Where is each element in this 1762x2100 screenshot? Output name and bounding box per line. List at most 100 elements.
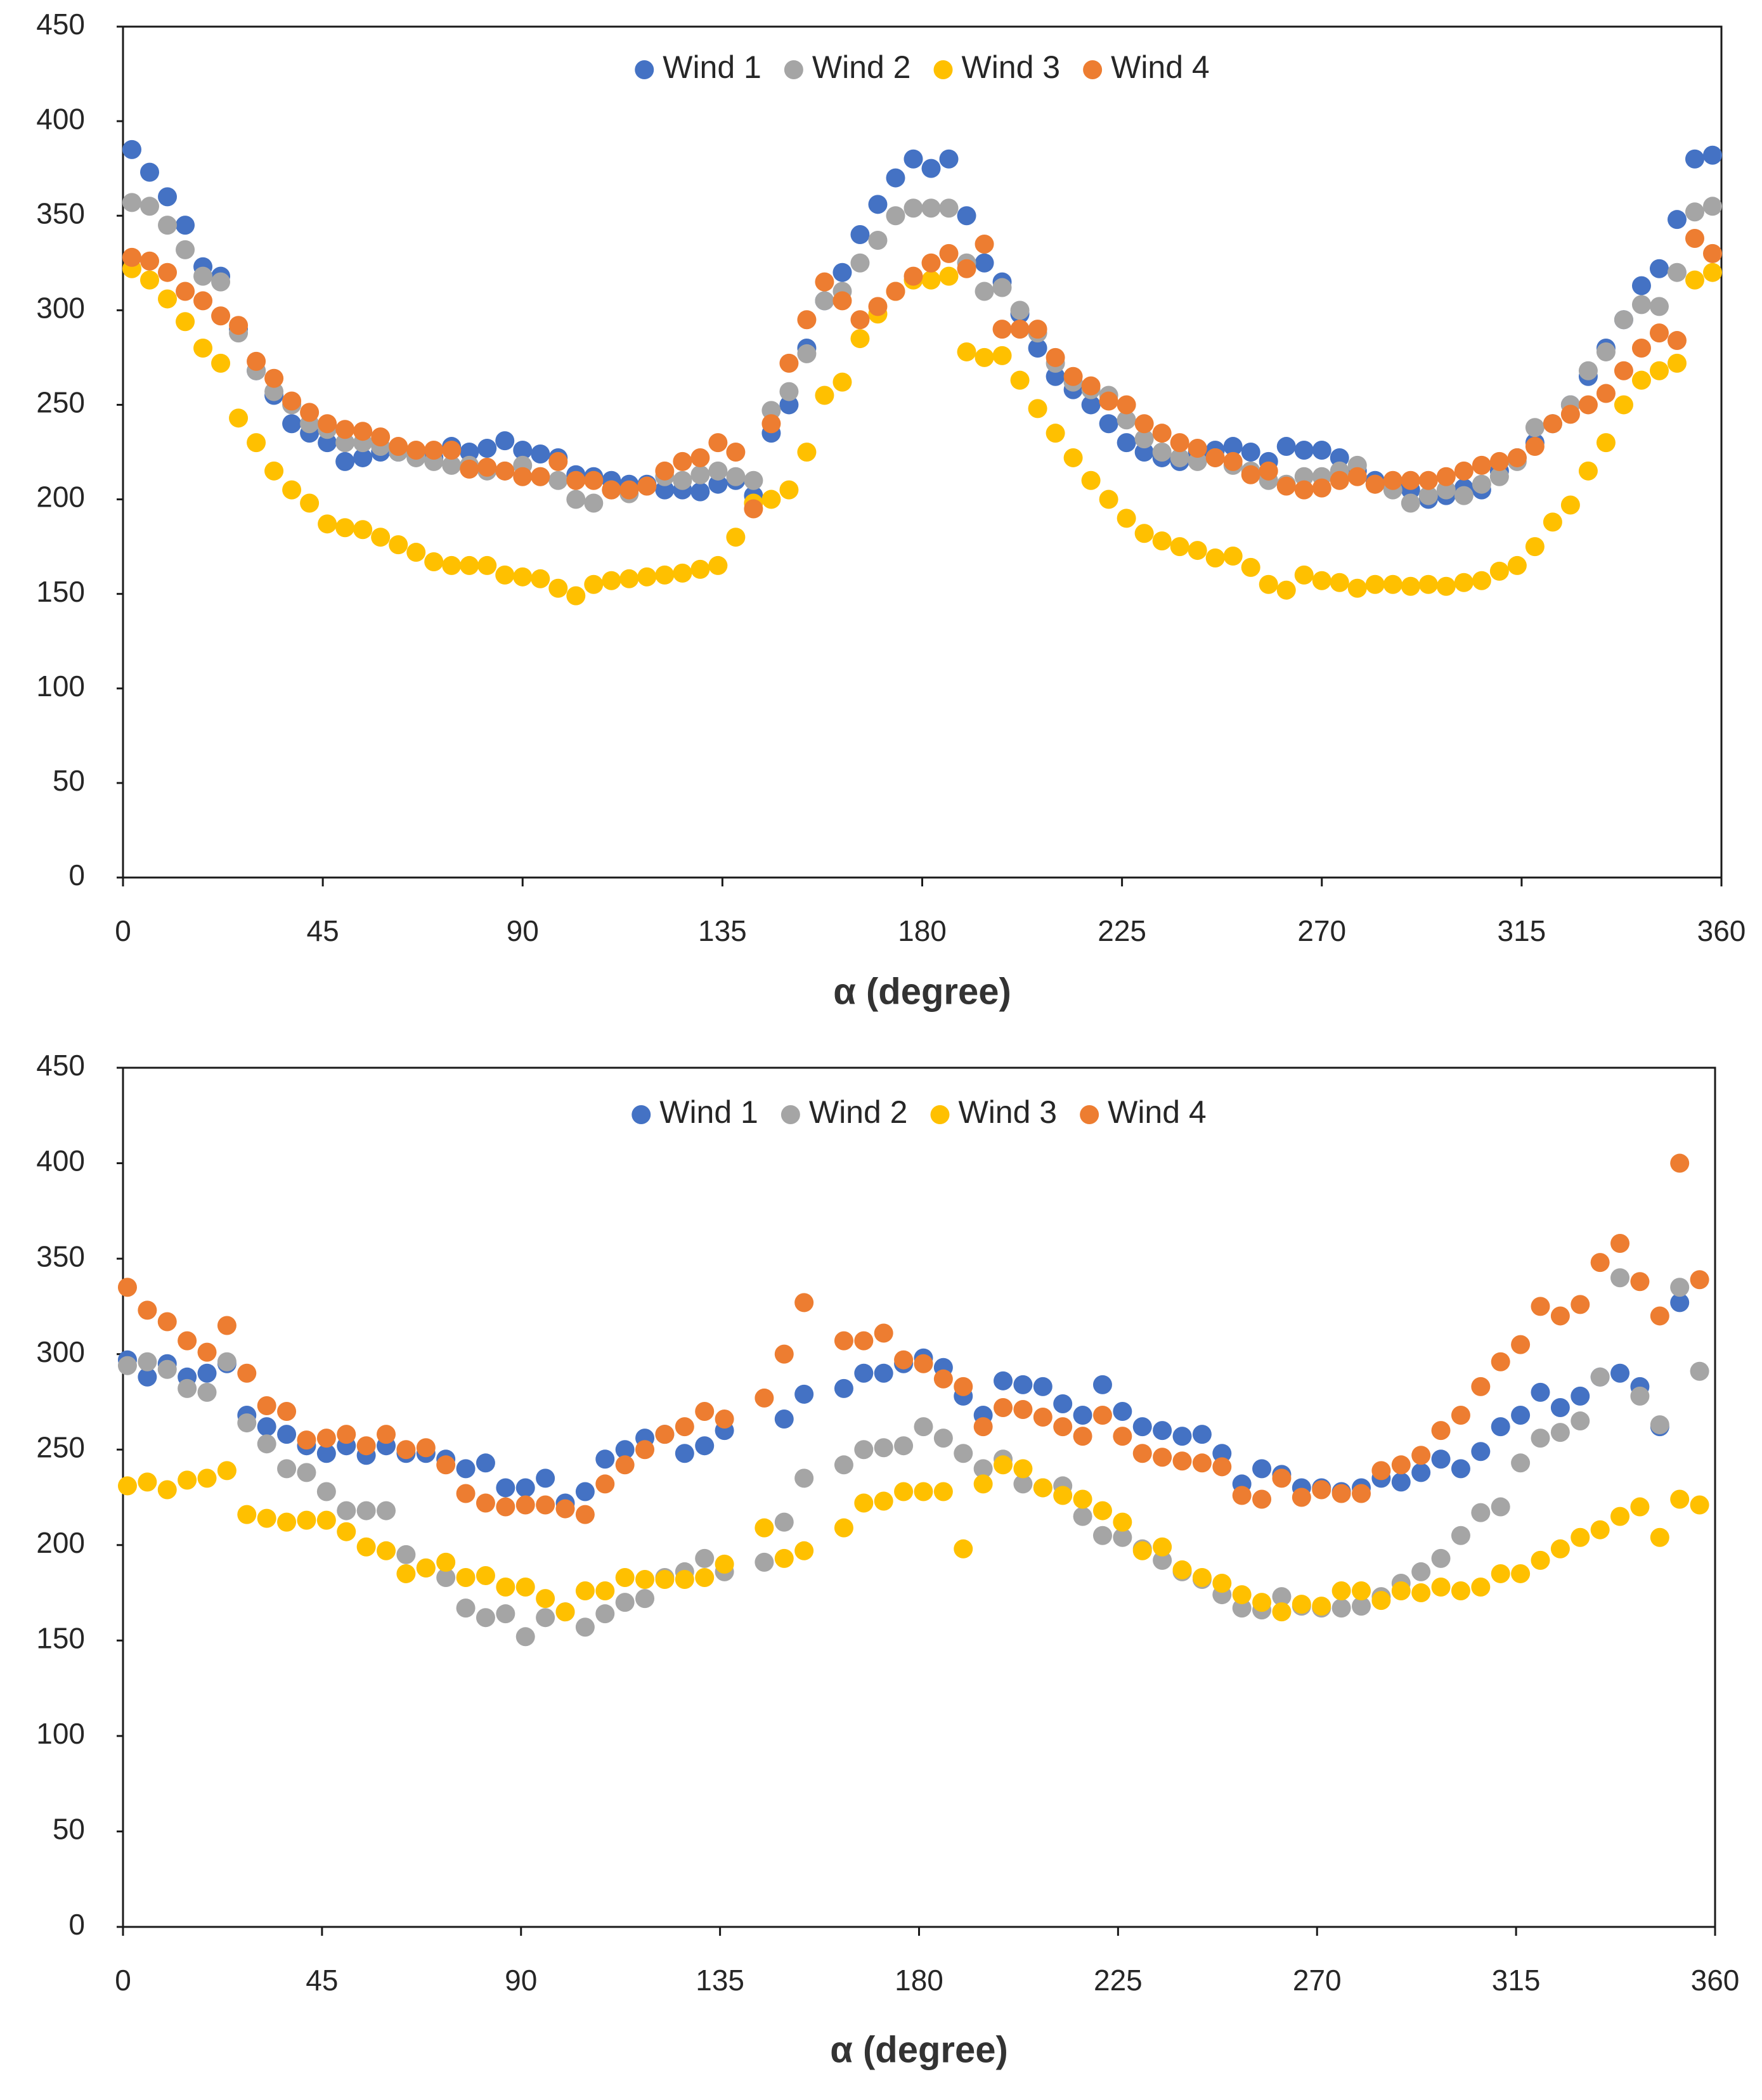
point [297,1510,316,1530]
point [1667,353,1687,373]
point [1431,1421,1451,1441]
point [356,1537,376,1557]
point [1491,1352,1510,1371]
point [886,206,905,226]
x-tick-label: 225 [1094,1964,1143,1997]
point [211,272,231,292]
point [1013,1399,1033,1419]
point [854,1493,874,1513]
point [237,1413,257,1433]
point [1192,1425,1212,1444]
point [1113,1427,1132,1446]
point [297,1430,316,1450]
point [140,162,160,182]
point [1272,1468,1292,1488]
x-tick-label: 180 [898,914,947,947]
series [117,1268,1709,1647]
point [1232,1585,1252,1605]
point [356,1501,376,1520]
point [353,520,373,540]
point [138,1352,157,1371]
point [1560,405,1580,424]
point [1649,361,1669,380]
point [957,259,976,278]
point [1471,1377,1491,1396]
point [158,289,178,309]
legend-label: Wind 2 [809,1094,908,1130]
point [779,395,799,415]
point [832,262,852,282]
point [1614,310,1633,330]
point [1132,1417,1152,1437]
point [1610,1507,1630,1526]
point [316,1482,336,1501]
point [655,461,675,481]
y-tick-label: 0 [68,859,85,891]
point [1670,1293,1690,1312]
point [282,414,302,434]
y-tick-label: 150 [36,1621,85,1654]
y-tick-label: 50 [53,764,85,797]
point [1702,145,1722,165]
point [1702,197,1722,216]
point [973,1417,993,1437]
point [914,1482,933,1501]
point [140,197,160,216]
point [1153,1448,1172,1467]
point [536,1589,555,1609]
point [353,448,373,467]
point [1252,1489,1272,1509]
point [992,320,1012,339]
point [1401,576,1420,596]
x-axis-title: α (degree) [830,2029,1008,2070]
point [615,1455,635,1475]
point [1685,270,1704,290]
point [1550,1306,1570,1326]
point [1436,467,1456,486]
point [1170,537,1189,557]
y-tick-label: 150 [36,575,85,608]
point [886,282,905,301]
point [1081,395,1101,415]
y-tick-label: 0 [68,1908,85,1941]
point [1431,1449,1451,1469]
point [217,1461,236,1481]
point [1294,441,1314,460]
series [117,1293,1690,1513]
point [1073,1489,1092,1509]
point [1596,384,1616,403]
point [994,1455,1013,1475]
point [815,272,834,292]
point [396,1440,416,1460]
point [456,1598,476,1618]
point [726,528,746,547]
point [1667,210,1687,230]
point [1241,465,1260,484]
point [1560,495,1580,515]
x-tick-label: 270 [1297,914,1346,947]
point [1081,470,1101,490]
point [1436,480,1456,500]
point [282,480,302,500]
point [921,253,941,273]
point [655,565,675,585]
point [755,1388,774,1408]
point [1472,571,1491,590]
point [690,482,710,502]
y-tick-label: 350 [36,197,85,230]
point [726,467,746,486]
point [495,565,515,585]
point [1571,1527,1590,1547]
point [178,1331,197,1351]
legend-label: Wind 1 [663,49,761,85]
point [536,1468,555,1488]
point [217,1316,236,1335]
point [1550,1397,1570,1417]
point [1252,1593,1272,1612]
point [774,1548,794,1568]
point [904,149,923,169]
point [575,1505,595,1524]
point [695,1402,715,1421]
point [247,433,266,453]
y-tick-label: 400 [36,102,85,135]
